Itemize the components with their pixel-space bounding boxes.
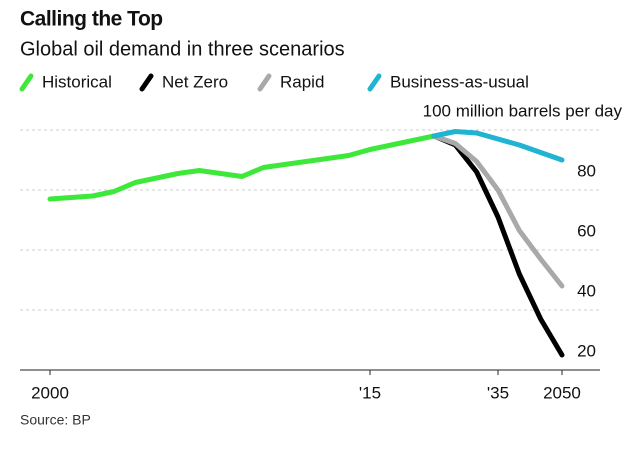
x-tick-label: 2050: [543, 383, 581, 402]
series-line: [431, 133, 565, 289]
series-line: [431, 129, 565, 163]
y-tick-label: 20: [577, 341, 596, 360]
chart-subtitle: Global oil demand in three scenarios: [20, 38, 345, 60]
y-tick-label: 60: [577, 221, 596, 240]
source: Source: BP: [20, 412, 91, 428]
chart-title: Calling the Top: [20, 8, 163, 31]
y-tick-label: 40: [577, 281, 596, 300]
x-tick-label: '15: [359, 383, 381, 402]
legend-swatch: [367, 73, 382, 92]
legend-swatch: [19, 73, 34, 92]
legend-label: Historical: [42, 72, 112, 91]
series-line: [47, 133, 437, 202]
legend-label: Business-as-usual: [390, 72, 529, 91]
legend-swatch: [257, 73, 272, 92]
x-tick-label: '35: [487, 383, 509, 402]
legend-swatch: [139, 73, 154, 92]
x-tick-label: 2000: [31, 383, 69, 402]
y-tick-label: 100 million barrels per day: [423, 101, 623, 120]
y-tick-label: 80: [577, 161, 596, 180]
legend-label: Rapid: [280, 72, 324, 91]
legend-label: Net Zero: [162, 72, 228, 91]
series-line: [431, 133, 565, 358]
